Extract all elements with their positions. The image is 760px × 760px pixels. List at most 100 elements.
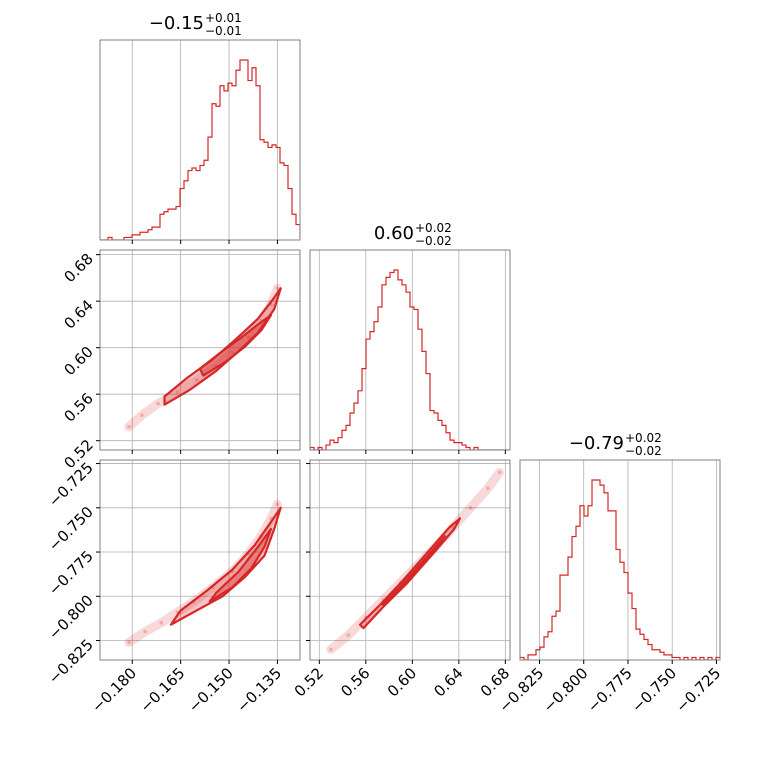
- hist-bin-2-4: [536, 650, 540, 660]
- hist-bin-2-30: [640, 634, 644, 660]
- hist-bin-1-38: [462, 445, 466, 450]
- hist-bin-2-23: [612, 511, 616, 660]
- hist-bin-2-36: [664, 655, 668, 660]
- hist-bin-1-24: [406, 292, 410, 450]
- hist-bin-1-4: [326, 445, 330, 450]
- hist-bin-2-31: [644, 639, 648, 660]
- hist-bin-2-19: [596, 480, 600, 660]
- hist-bin-2-6: [544, 637, 548, 660]
- hist-bin-1-29: [426, 374, 430, 450]
- hist-bin-0-24: [196, 171, 200, 240]
- title-err-plus-1: +0.02: [415, 221, 452, 235]
- frame-1-1: [309, 249, 511, 451]
- hist-bin-1-18: [382, 285, 386, 450]
- hist-bin-1-26: [414, 309, 418, 450]
- hist-bin-1-32: [438, 420, 442, 450]
- scatter-point-0-10: [275, 286, 280, 291]
- pair-content-1: [124, 499, 282, 647]
- frame-2-1: [309, 459, 511, 661]
- hist-bin-1-15: [370, 332, 374, 450]
- xtick-label-2-1: −0.800: [540, 664, 592, 716]
- hist-bin-1-6: [334, 443, 338, 450]
- scatter-point-0-1: [140, 413, 144, 417]
- hist-bin-0-10: [140, 232, 144, 240]
- hist-bin-1-35: [450, 440, 454, 450]
- panel-1-0: 0.520.560.600.640.68: [60, 249, 301, 472]
- hist-bin-2-5: [540, 647, 544, 660]
- hist-bin-1-36: [454, 443, 458, 450]
- panel-2-0: −0.180−0.165−0.150−0.135−0.825−0.800−0.7…: [45, 459, 301, 716]
- frame-2-0: [99, 459, 301, 661]
- hist-bin-0-35: [240, 60, 244, 240]
- pair-content-2: [326, 467, 505, 654]
- hist-bin-1-8: [342, 430, 346, 450]
- hist-bin-1-11: [354, 403, 358, 450]
- title-err-plus-2: +0.02: [625, 431, 662, 445]
- hist-bin-2-18: [592, 480, 596, 660]
- hist-bin-2-7: [548, 632, 552, 660]
- hist-bin-0-42: [268, 147, 272, 240]
- scatter-point-1-0: [127, 640, 131, 645]
- hist-bin-0-47: [288, 189, 292, 240]
- histogram-1: [310, 269, 510, 450]
- ytick-label-2-3: −0.750: [45, 503, 97, 555]
- panels-layer: −0.15 +0.01−0.010.60 +0.02−0.02−0.825−0.80…: [45, 11, 724, 716]
- hist-bin-2-20: [600, 485, 604, 660]
- hist-bin-0-13: [152, 227, 156, 240]
- frame-0-0: [99, 39, 301, 241]
- hist-bin-0-36: [244, 60, 248, 240]
- hist-bin-0-37: [248, 81, 252, 240]
- hist-bin-0-20: [180, 189, 184, 240]
- hist-bin-0-34: [236, 70, 240, 240]
- hist-bin-0-11: [144, 232, 148, 240]
- xtick-label-0-1: −0.165: [136, 664, 188, 716]
- scatter-point-2-9: [486, 486, 490, 491]
- hist-bin-0-8: [132, 235, 136, 240]
- contour-outer-2: [358, 517, 462, 630]
- xtick-label-2-4: −0.725: [672, 664, 724, 716]
- hist-bin-0-27: [208, 137, 212, 240]
- hist-bin-0-26: [204, 160, 208, 240]
- panel-0-0: [99, 39, 301, 244]
- hist-bin-1-25: [410, 307, 414, 450]
- hist-bin-0-17: [168, 209, 172, 240]
- hist-bin-0-28: [212, 104, 216, 240]
- hist-bin-1-14: [366, 339, 370, 450]
- xtick-label-1-3: 0.64: [430, 664, 466, 700]
- hist-bin-1-28: [422, 351, 426, 450]
- hist-bin-2-10: [560, 575, 564, 660]
- contour-inner-1: [208, 527, 273, 603]
- hist-bin-0-41: [264, 142, 268, 240]
- hist-bin-0-18: [172, 209, 176, 240]
- title-value-0: −0.15: [149, 13, 204, 34]
- hist-bin-0-48: [292, 214, 296, 240]
- hist-bin-2-16: [584, 516, 588, 660]
- ytick-label-2-1: −0.800: [45, 591, 97, 643]
- pair-content-0: [124, 283, 282, 432]
- hist-bin-2-34: [656, 650, 660, 660]
- hist-bin-2-21: [604, 493, 608, 660]
- hist-bin-0-12: [148, 230, 152, 240]
- hist-bin-0-32: [228, 83, 232, 240]
- panel-title-1: 0.60 +0.02−0.02: [374, 221, 452, 248]
- hist-bin-0-44: [276, 147, 280, 240]
- scatter-point-2-0: [329, 647, 333, 652]
- ytick-label-1-4: 0.68: [60, 250, 96, 286]
- hist-bin-2-27: [628, 593, 632, 660]
- ytick-label-1-3: 0.64: [60, 296, 96, 332]
- title-value-2: −0.79: [569, 433, 624, 454]
- contour-inner-2: [380, 535, 446, 607]
- hist-bin-0-16: [164, 212, 168, 240]
- hist-bin-1-13: [362, 369, 366, 450]
- hist-bin-0-31: [224, 91, 228, 240]
- hist-bin-1-20: [390, 272, 394, 450]
- scatter-point-1-10: [275, 502, 280, 507]
- xtick-label-2-3: −0.750: [628, 664, 680, 716]
- hist-bin-1-21: [394, 270, 398, 450]
- scatter-point-0-6: [230, 350, 235, 355]
- hist-bin-1-23: [402, 285, 406, 450]
- hist-bin-2-8: [552, 616, 556, 660]
- panel-title-0: −0.15 +0.01−0.01: [149, 11, 242, 38]
- hist-bin-2-26: [624, 573, 628, 660]
